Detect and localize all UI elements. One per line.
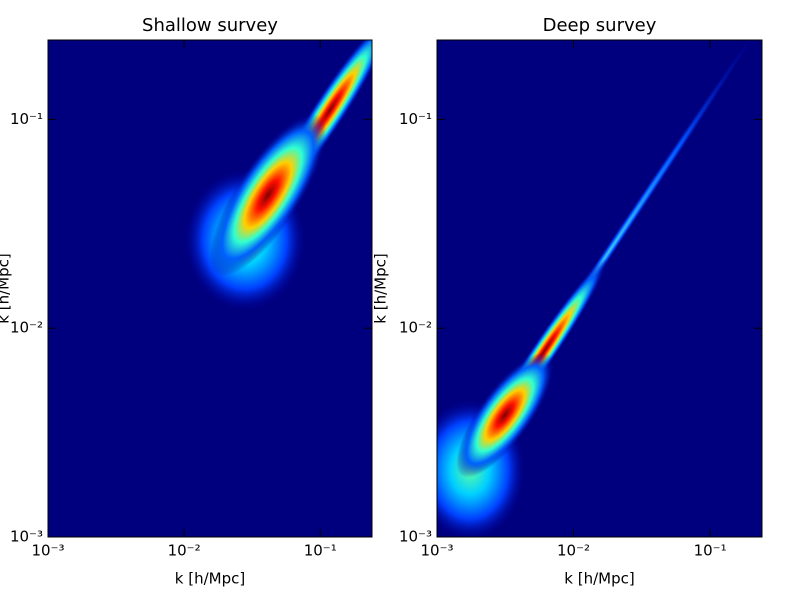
y-tick-label: 10⁻³ [399, 528, 432, 546]
y-tick-label: 10⁻¹ [399, 110, 432, 128]
y-tick-label: 10⁻² [399, 319, 432, 337]
x-axis-label: k [h/Mpc] [175, 570, 245, 588]
y-axis-label: k [h/Mpc] [372, 253, 390, 323]
axes-frame [47, 39, 373, 538]
y-tick-label: 10⁻² [10, 319, 43, 337]
x-axis-label: k [h/Mpc] [564, 570, 634, 588]
x-tick-label: 10⁻¹ [694, 542, 727, 560]
heatmap-image [185, 40, 372, 310]
y-axis-label: k [h/Mpc] [0, 253, 13, 323]
x-tick-label: 10⁻³ [420, 542, 453, 560]
y-tick-label: 10⁻³ [10, 528, 43, 546]
chart-title: Shallow survey [142, 15, 278, 36]
x-tick-label: 10⁻² [557, 542, 590, 560]
chart-title: Deep survey [543, 15, 657, 36]
x-tick-label: 10⁻³ [31, 542, 64, 560]
x-tick-label: 10⁻¹ [304, 542, 337, 560]
y-tick-label: 10⁻¹ [10, 110, 43, 128]
heatmap-image [437, 40, 760, 537]
axes-frame [436, 39, 763, 538]
x-tick-label: 10⁻² [168, 542, 201, 560]
